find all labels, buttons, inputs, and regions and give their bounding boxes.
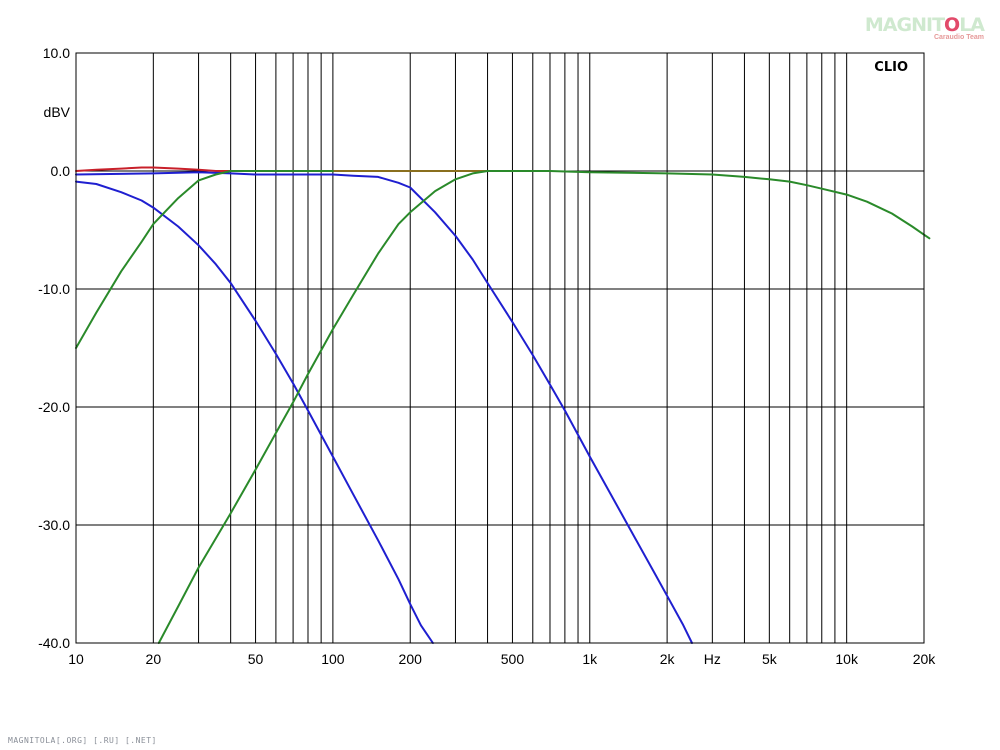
- series-line-5: [157, 170, 931, 644]
- series-line-1: [75, 166, 232, 172]
- logo-wordmark: MAGNITOLA: [864, 14, 985, 36]
- y-tick-label: -20.0: [38, 399, 70, 415]
- x-tick-label: 1k: [582, 651, 598, 667]
- x-tick-label: 5k: [762, 651, 778, 667]
- x-tick-label: 10: [68, 651, 84, 667]
- plot-frame: [75, 52, 925, 644]
- series-layer: [75, 166, 931, 644]
- series-line-6: [75, 170, 334, 349]
- logo-text-end: LA: [959, 14, 985, 36]
- axis-tick-labels: 10.0 0.0 -10.0 -20.0 -30.0 -40.010 20 50 100 200 5…: [38, 45, 936, 667]
- y-tick-label: -40.0: [38, 635, 70, 651]
- y-axis-unit-label: dBV: [44, 104, 71, 120]
- x-tick-label: 50: [248, 651, 264, 667]
- y-tick-label: 0.0: [51, 163, 71, 179]
- logo-subtitle: Caraudio Team: [933, 34, 984, 41]
- x-tick-label: 10k: [835, 651, 859, 667]
- magnitola-logo: MAGNITOLA Caraudio Team: [864, 14, 985, 42]
- x-tick-label: 20: [146, 651, 162, 667]
- x-axis-unit-label: Hz: [704, 651, 721, 667]
- grid: [76, 53, 924, 643]
- x-tick-label: 2k: [660, 651, 676, 667]
- x-tick-label: 20k: [913, 651, 937, 667]
- clio-label: CLIO: [874, 60, 908, 75]
- logo-o-letter: O: [944, 14, 960, 36]
- y-tick-label: -10.0: [38, 281, 70, 297]
- x-tick-label: 500: [501, 651, 525, 667]
- x-tick-label: 100: [321, 651, 345, 667]
- y-tick-label: 10.0: [43, 45, 70, 61]
- x-tick-label: 200: [399, 651, 423, 667]
- series-line-3: [75, 171, 693, 644]
- y-tick-label: -30.0: [38, 517, 70, 533]
- logo-text-start: MAGNIT: [864, 14, 945, 36]
- series-line-4: [75, 180, 434, 644]
- footer-watermark: MAGNITOLA[.ORG] [.RU] [.NET]: [8, 736, 157, 745]
